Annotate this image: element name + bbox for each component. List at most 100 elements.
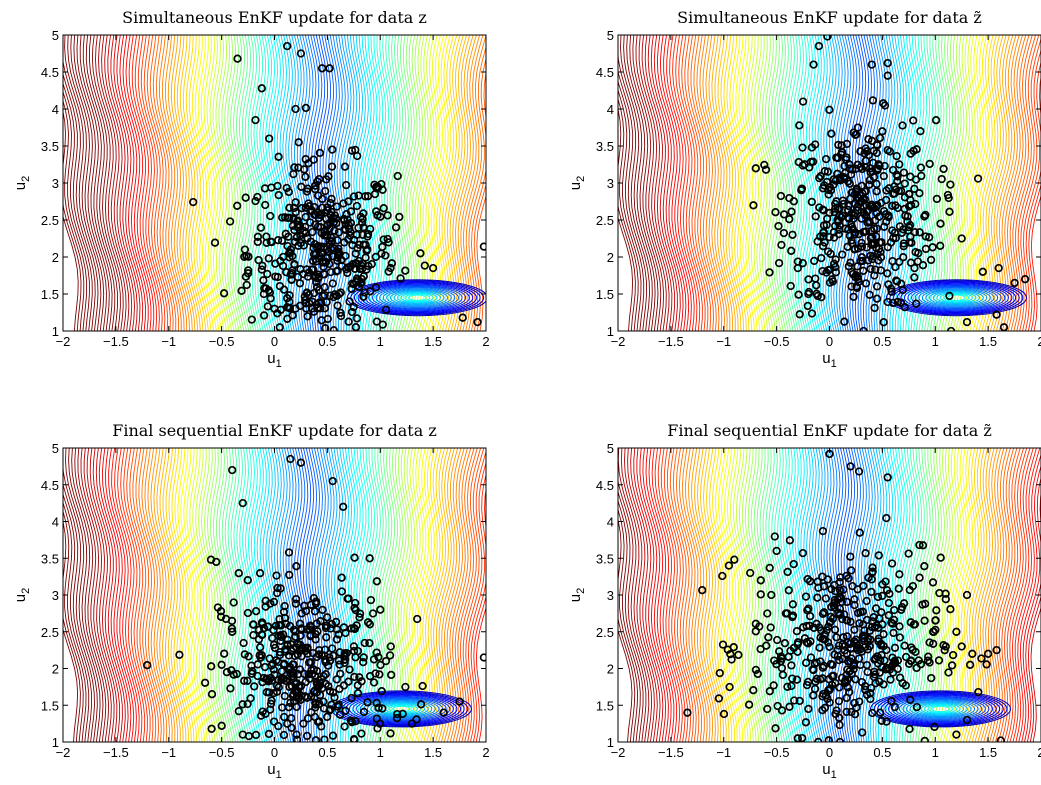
ensemble-point	[798, 143, 807, 152]
contour-line	[888, 694, 994, 723]
ensemble-point	[825, 105, 834, 114]
ensemble-point	[348, 279, 357, 288]
ensemble-point	[289, 625, 299, 634]
ensemble-point	[826, 186, 836, 195]
ensemble-point	[880, 101, 890, 110]
contour-line	[379, 287, 456, 309]
contour-line	[856, 448, 870, 742]
ensemble-point	[824, 190, 833, 199]
ensemble-point	[242, 280, 251, 290]
ensemble-point	[789, 643, 799, 653]
ensemble-point	[291, 304, 300, 313]
y-tick-label: 4.5	[41, 478, 59, 493]
ensemble-point	[944, 193, 953, 203]
ensemble-point	[189, 197, 198, 207]
ensemble-point	[851, 130, 860, 139]
contour-line	[460, 448, 482, 742]
ensemble-point	[207, 724, 216, 733]
ensemble-point	[312, 257, 321, 266]
ensemble-point	[290, 225, 299, 235]
ensemble-point	[891, 233, 901, 243]
ensemble-point	[867, 200, 876, 209]
ensemble-point	[289, 169, 298, 179]
ensemble-point	[251, 196, 260, 206]
contour-line	[618, 533, 633, 742]
ensemble-point	[332, 675, 341, 684]
ensemble-point	[818, 572, 827, 581]
ensemble-point	[888, 165, 898, 175]
ensemble-point	[753, 669, 762, 679]
ensemble-point	[328, 145, 337, 154]
contour-line	[265, 35, 279, 331]
x-tick-label: −1	[161, 334, 176, 349]
contour-line	[161, 35, 188, 331]
contour-line	[1006, 448, 1028, 742]
ensemble-point	[767, 590, 776, 600]
contour-line	[282, 35, 295, 331]
contour-line	[708, 35, 734, 331]
ensemble-point	[765, 268, 774, 277]
ensemble-point	[785, 193, 794, 203]
ensemble-point	[858, 256, 867, 266]
ensemble-point	[240, 676, 249, 685]
ensemble-point	[904, 202, 914, 211]
ensemble-point	[973, 174, 983, 183]
ensemble-point	[337, 255, 346, 265]
ensemble-point	[307, 708, 316, 717]
ensemble-point	[908, 581, 918, 591]
ensemble-point	[812, 658, 821, 667]
ensemble-point	[832, 153, 841, 162]
contour-line	[392, 705, 411, 713]
ensemble-point	[925, 233, 934, 242]
contour-line	[236, 35, 252, 331]
ensemble-point	[304, 658, 314, 667]
ensemble-point	[368, 609, 378, 618]
ensemble-point	[921, 232, 930, 241]
contour-line	[843, 35, 856, 331]
ensemble-point	[322, 613, 332, 622]
x-tick-label: −1	[161, 745, 176, 760]
ensemble-point	[798, 97, 808, 106]
ensemble-point	[862, 243, 871, 252]
contour-line	[936, 291, 977, 304]
ensemble-point	[243, 576, 252, 585]
ensemble-point	[813, 577, 822, 586]
contour-line	[198, 448, 219, 742]
ensemble-point	[804, 704, 813, 714]
ensemble-point	[284, 664, 293, 673]
contour-line	[791, 35, 806, 331]
contour-line	[777, 448, 793, 742]
ensemble-point	[336, 288, 345, 297]
ensemble-point	[834, 140, 843, 150]
ensemble-point	[842, 632, 852, 641]
ensemble-point	[904, 549, 913, 558]
ensemble-point	[806, 637, 815, 646]
ensemble-markers	[189, 41, 486, 331]
contour-line	[685, 448, 711, 742]
ensemble-point	[287, 714, 296, 723]
ensemble-point	[864, 135, 873, 144]
ensemble-point	[883, 145, 892, 155]
ensemble-point	[865, 164, 875, 173]
ensemble-point	[879, 630, 888, 639]
ensemble-point	[787, 246, 796, 255]
contour-line	[891, 448, 908, 742]
contour-line	[706, 448, 730, 742]
contour-line	[899, 35, 916, 331]
contour-line	[696, 35, 723, 331]
ensemble-point	[870, 224, 879, 233]
ensemble-point	[359, 658, 368, 667]
y-tick-label: 2.5	[41, 625, 59, 640]
contour-line	[265, 448, 278, 742]
ensemble-point	[869, 672, 879, 682]
x-axis-label: u1	[822, 761, 836, 781]
ensemble-point	[251, 730, 261, 740]
chart-panel-4: −2 −1.5 −1 −0.5 0 0.5 1 1.5 2 1 1.5 2 2.5 3 3.5 4 4.5 5 u1…	[567, 421, 1041, 781]
ensemble-point	[328, 279, 337, 288]
ensemble-point	[352, 201, 362, 211]
ensemble-point	[251, 607, 261, 616]
contour-line	[352, 448, 370, 742]
contour-line	[83, 448, 115, 742]
ensemble-point	[882, 717, 891, 726]
ensemble-point	[894, 584, 903, 593]
